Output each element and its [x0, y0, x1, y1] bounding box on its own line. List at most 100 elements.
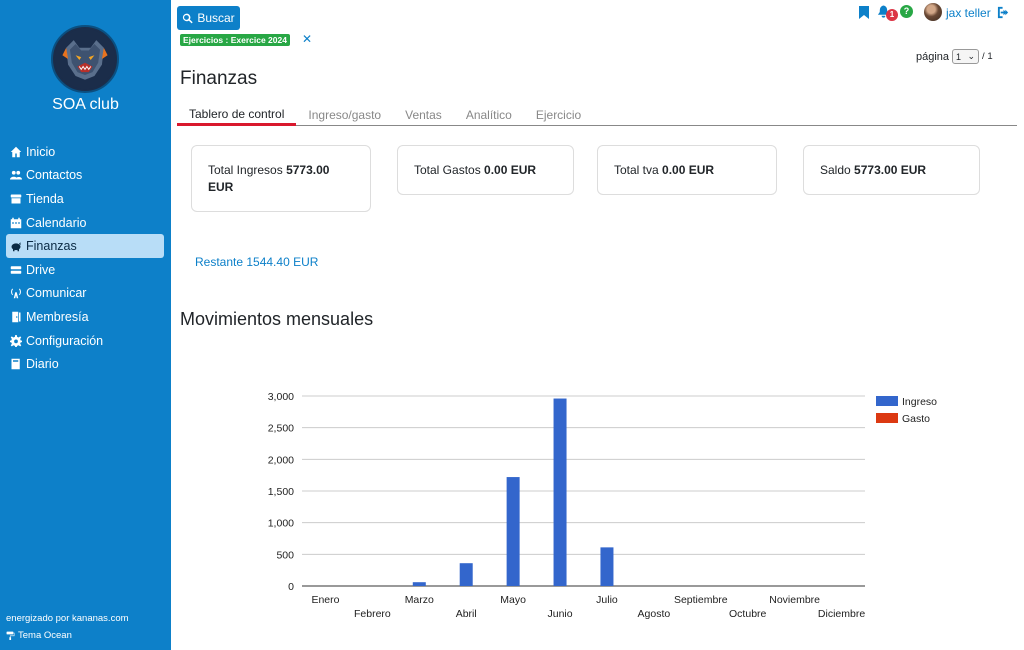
x-tick-label: Noviembre [769, 594, 820, 606]
sidebar-item-inicio[interactable]: Inicio [6, 140, 164, 164]
piggy-bank-icon [9, 239, 23, 253]
page-total: / 1 [982, 51, 993, 62]
card-value: 0.00 EUR [662, 163, 715, 177]
x-tick-label: Enero [311, 594, 339, 606]
y-tick-label: 2,000 [268, 454, 294, 466]
theme-label: Tema Ocean [18, 630, 72, 641]
total-expenses-card: Total Gastos 0.00 EUR [397, 145, 574, 195]
club-logo[interactable] [51, 25, 119, 93]
user-name-link[interactable]: jax teller [946, 6, 991, 20]
sidebar-nav: Inicio Contactos Tienda Calendario Finan… [6, 140, 164, 376]
tab-bar: Tablero de control Ingreso/gasto Ventas … [177, 104, 1017, 126]
paint-roller-icon [6, 631, 15, 640]
sidebar-item-tienda[interactable]: Tienda [6, 187, 164, 211]
sidebar-item-label: Drive [26, 262, 56, 277]
search-icon [183, 13, 193, 23]
legend-label: Gasto [902, 413, 930, 425]
bar [459, 563, 473, 586]
legend-label: Ingreso [902, 396, 937, 408]
drive-icon [9, 263, 23, 277]
x-tick-label: Marzo [405, 594, 434, 606]
home-icon [9, 145, 23, 159]
sidebar-item-label: Configuración [26, 333, 104, 348]
tab-ejercicio[interactable]: Ejercicio [535, 108, 582, 122]
sidebar-item-label: Comunicar [26, 286, 87, 301]
x-tick-label: Mayo [500, 594, 526, 606]
bar [412, 582, 426, 586]
sidebar-item-diario[interactable]: Diario [6, 352, 164, 376]
card-value: 5773.00 EUR [208, 162, 330, 194]
users-icon [9, 168, 23, 182]
page-title: Finanzas [180, 68, 258, 89]
sidebar-item-label: Finanzas [26, 239, 77, 254]
sidebar-item-configuracion[interactable]: Configuración [6, 329, 164, 353]
y-tick-label: 2,500 [268, 423, 294, 435]
page-select-value: 1 [956, 51, 962, 62]
x-tick-label: Diciembre [818, 608, 865, 620]
logout-icon[interactable] [997, 6, 1010, 19]
y-tick-label: 1,500 [268, 486, 294, 498]
book-icon [9, 357, 23, 371]
store-icon [9, 192, 23, 206]
remaining-amount-link[interactable]: Restante 1544.40 EUR [195, 255, 319, 269]
total-income-card: Total Ingresos 5773.00 EUR [191, 145, 371, 212]
calendar-icon [9, 216, 23, 230]
sidebar-item-label: Calendario [26, 215, 87, 230]
sidebar-item-finanzas[interactable]: Finanzas [6, 234, 164, 258]
avatar[interactable] [924, 3, 942, 21]
card-value: 0.00 EUR [484, 163, 537, 177]
bookmark-icon[interactable] [859, 6, 869, 19]
pagination: página 1 ⌄ / 1 [916, 49, 993, 64]
y-tick-label: 0 [288, 581, 294, 593]
section-title: Movimientos mensuales [180, 309, 374, 329]
y-tick-label: 1,000 [268, 518, 294, 530]
x-tick-label: Octubre [729, 608, 767, 620]
page-select[interactable]: 1 ⌄ [952, 49, 980, 64]
x-tick-label: Abril [456, 608, 477, 620]
sidebar-item-label: Diario [26, 357, 59, 372]
card-label: Total tva [614, 163, 659, 177]
filter-badge: Ejercicios : Exercice 2024 [180, 34, 290, 46]
sidebar-item-drive[interactable]: Drive [6, 258, 164, 282]
bar [600, 547, 614, 586]
x-tick-label: Septiembre [674, 594, 728, 606]
sidebar-item-contactos[interactable]: Contactos [6, 164, 164, 188]
help-icon[interactable]: ? [900, 5, 913, 18]
sidebar-item-label: Inicio [26, 144, 56, 159]
tab-tablero-de-control[interactable]: Tablero de control [177, 104, 297, 126]
legend-swatch [876, 413, 898, 423]
y-tick-label: 3,000 [268, 391, 294, 403]
x-tick-label: Julio [596, 594, 618, 606]
search-button[interactable]: Buscar [177, 6, 240, 30]
balance-card: Saldo 5773.00 EUR [803, 145, 980, 195]
x-tick-label: Junio [547, 608, 572, 620]
notification-count-badge: 1 [886, 9, 898, 21]
card-label: Total Ingresos [208, 162, 283, 177]
tab-ventas[interactable]: Ventas [405, 108, 442, 122]
sidebar: SOA club Inicio Contactos Tienda Calenda… [0, 0, 171, 650]
sidebar-item-calendario[interactable]: Calendario [6, 211, 164, 235]
club-name: SOA club [52, 96, 119, 113]
total-vat-card: Total tva 0.00 EUR [597, 145, 777, 195]
y-tick-label: 500 [276, 549, 294, 561]
door-icon [9, 310, 23, 324]
sidebar-item-label: Tienda [26, 191, 64, 206]
tab-ingreso-gasto[interactable]: Ingreso/gasto [308, 108, 382, 122]
powered-by[interactable]: energizado por kananas.com [6, 613, 129, 624]
card-label: Saldo [820, 163, 851, 177]
sidebar-item-membresia[interactable]: Membresía [6, 305, 164, 329]
card-label: Total Gastos [414, 163, 481, 177]
sidebar-item-label: Contactos [26, 168, 83, 183]
bar [553, 398, 567, 586]
sidebar-item-comunicar[interactable]: Comunicar [6, 282, 164, 306]
broadcast-icon [9, 286, 23, 300]
legend-swatch [876, 396, 898, 406]
tab-analitico[interactable]: Analítico [465, 108, 512, 122]
search-button-label: Buscar [197, 11, 235, 25]
theme-selector[interactable]: Tema Ocean [6, 630, 72, 641]
monthly-movements-chart: 0 500 1,000 1,500 2,000 2,500 3,000 Enero Febrer… [268, 391, 937, 620]
card-value: 5773.00 EUR [854, 163, 927, 177]
gear-icon [9, 334, 23, 348]
remove-filter-icon[interactable]: ✕ [302, 32, 313, 46]
sidebar-item-label: Membresía [26, 309, 89, 324]
